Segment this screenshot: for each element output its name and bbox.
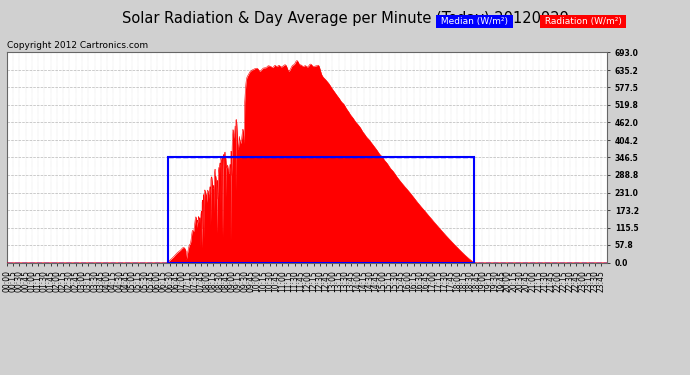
Bar bbox=[168, 158, 474, 262]
Text: Median (W/m²): Median (W/m²) bbox=[438, 17, 511, 26]
Text: Copyright 2012 Cartronics.com: Copyright 2012 Cartronics.com bbox=[7, 41, 148, 50]
Text: Radiation (W/m²): Radiation (W/m²) bbox=[542, 17, 624, 26]
Text: Solar Radiation & Day Average per Minute (Today) 20120929: Solar Radiation & Day Average per Minute… bbox=[121, 11, 569, 26]
